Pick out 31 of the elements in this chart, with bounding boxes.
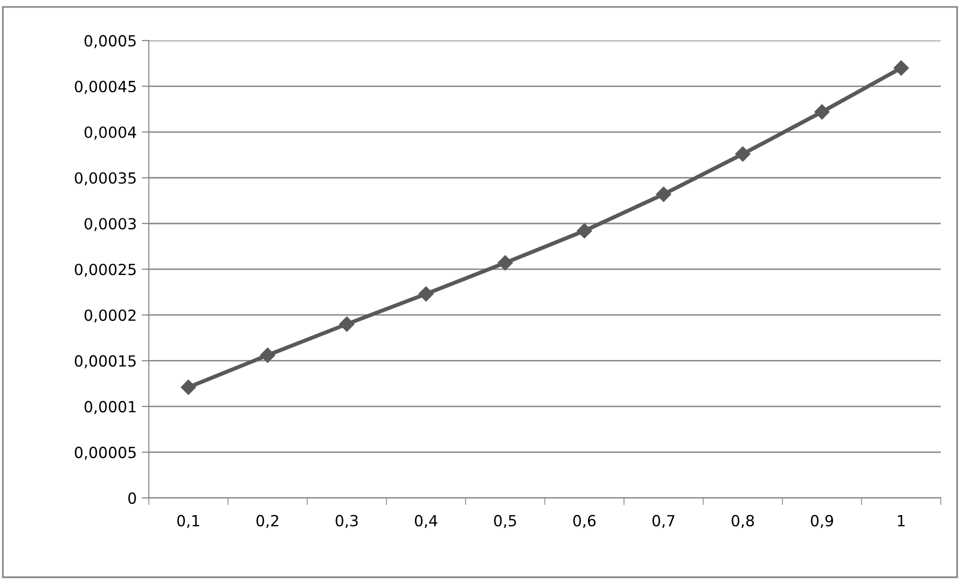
x-tick-label: 0,9: [810, 514, 834, 528]
x-tick-label: 0,2: [256, 514, 278, 528]
y-tick-label: 0,0003: [84, 218, 136, 232]
y-tick-label: 0,00045: [74, 80, 136, 94]
y-tick-label: 0,00035: [74, 172, 136, 186]
x-tick-label: 1: [898, 515, 905, 526]
point: [576, 223, 592, 238]
point: [260, 348, 276, 363]
y-tick-label: 0,00015: [74, 355, 136, 368]
x-tick-label: 0,6: [573, 514, 596, 528]
point: [735, 146, 750, 162]
point: [656, 186, 672, 202]
y-tick-label: 0,0005: [84, 34, 136, 48]
y-tick-label: 0,0001: [84, 400, 136, 414]
point: [814, 104, 830, 120]
point: [180, 380, 196, 395]
y-tick-label: 0,0002: [84, 309, 136, 323]
point: [418, 286, 434, 302]
x-tick-label: 0,7: [652, 514, 674, 528]
y-tick-label: 0,0004: [84, 126, 136, 140]
point: [894, 60, 909, 76]
point: [498, 255, 513, 270]
y-tick-label: 0,00005: [74, 446, 136, 460]
x-tick-label: 0,4: [414, 514, 438, 528]
y-tick-label: 0,00025: [74, 264, 136, 277]
point: [339, 316, 354, 332]
x-tick-label: 0,1: [177, 514, 200, 528]
x-tick-label: 0,8: [732, 514, 754, 528]
x-tick-label: 0,3: [336, 514, 358, 528]
y-tick-label: 0: [128, 492, 136, 504]
x-tick-label: 0,5: [494, 514, 516, 528]
